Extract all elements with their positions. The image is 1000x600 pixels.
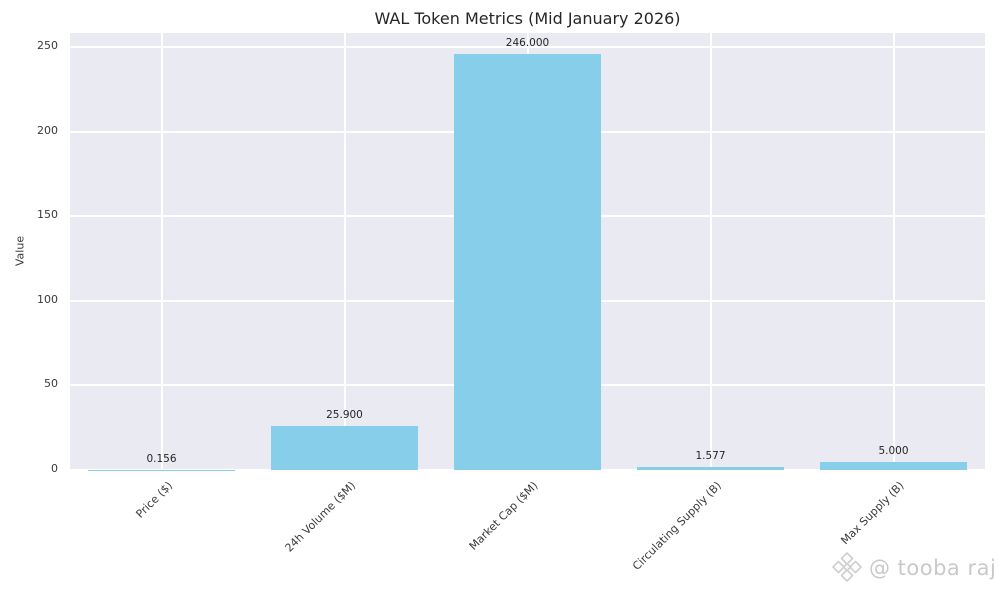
gridline-vertical [709, 33, 712, 470]
y-tick-label: 50 [44, 377, 58, 391]
bar-value-label: 5.000 [878, 444, 909, 457]
watermark-text: @ tooba raj [869, 556, 997, 580]
bar-value-label: 0.156 [146, 452, 177, 465]
y-tick-label: 250 [37, 39, 58, 53]
x-tick-label-text: Price ($) [133, 479, 175, 521]
x-tick-label-text: Circulating Supply (B) [629, 479, 724, 573]
watermark: @ tooba raj [832, 551, 996, 585]
x-tick-label-text: 24h Volume ($M) [282, 479, 358, 555]
x-tick-label-text: Market Cap ($M) [466, 479, 541, 553]
diamond-logo-icon [832, 552, 862, 582]
bar-value-label: 25.900 [326, 409, 363, 422]
bar [454, 53, 601, 470]
gridline-vertical [160, 33, 163, 470]
plot-area: 0.156 25.900 246.000 1.577 5.000 [70, 33, 985, 471]
bar [637, 467, 784, 470]
bar-value-label: 1.577 [695, 450, 726, 463]
gridline-vertical [892, 33, 895, 470]
gridline-horizontal [70, 469, 985, 471]
chart-title: WAL Token Metrics (Mid January 2026) [374, 9, 681, 28]
bar [271, 426, 418, 470]
y-tick-label: 150 [37, 208, 58, 222]
bar-value-label: 246.000 [505, 36, 550, 49]
y-axis-label: Value [13, 235, 27, 267]
bar [820, 461, 967, 470]
y-tick-label: 200 [37, 123, 58, 137]
gridline-vertical [343, 33, 346, 470]
x-tick-label-text: Max Supply (B) [838, 479, 907, 548]
y-tick-label: 0 [51, 462, 58, 475]
y-tick-label: 100 [37, 292, 58, 306]
